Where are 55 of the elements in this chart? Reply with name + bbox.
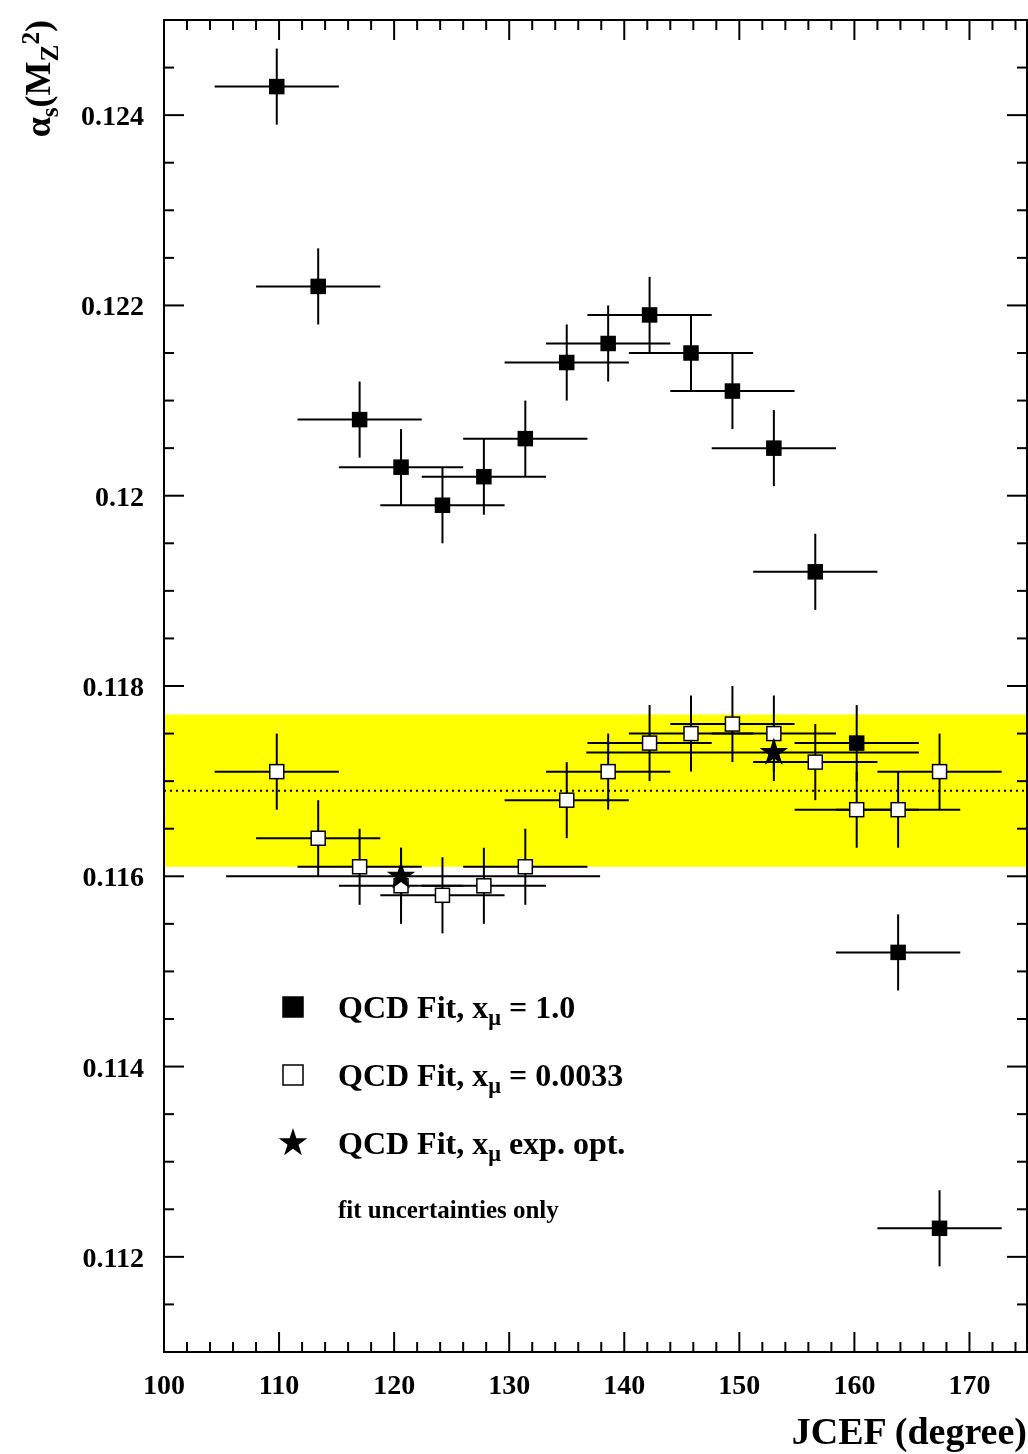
point [890,801,906,818]
x-tick-label: 130 [488,1369,531,1400]
x-tick-label: 150 [718,1369,761,1400]
y-tick-label: 0.112 [82,1241,144,1273]
point [269,763,285,780]
point [517,430,534,447]
point [434,497,451,513]
point [683,345,699,361]
point [393,459,409,475]
point [269,78,285,95]
point [476,878,492,894]
annotation: fit uncertainties only [338,1196,560,1223]
point [641,307,658,323]
point [759,737,789,765]
y-tick-label: 0.118 [82,671,144,702]
point [931,763,948,780]
point [766,440,782,456]
point [807,754,824,770]
x-tick-label: 120 [373,1369,416,1400]
y-tick-label: 0.12 [95,480,144,512]
point [766,725,782,742]
y-tick-label: 0.124 [81,100,144,132]
point [476,468,492,485]
point [600,335,616,352]
point [931,1220,948,1237]
point [600,763,616,780]
x-tick-label: 170 [948,1369,991,1400]
point [434,887,451,904]
point [848,801,865,818]
point [724,383,741,399]
y-tick-label: 0.116 [82,861,144,893]
x-axis-title: JCEF (degree) [791,1410,1027,1453]
point [683,725,699,742]
point [351,859,368,875]
point [558,354,575,371]
point [807,564,824,580]
x-tick-label: 110 [258,1369,300,1400]
y-tick-label: 0.114 [82,1051,144,1083]
point [641,735,658,751]
point [310,830,326,846]
point [848,735,865,751]
point [386,861,416,889]
legend-label: QCD Fit, x$_{μ}$ = 0.0033 [338,1057,624,1098]
legend-label: QCD Fit, x$_{μ}$ exp. opt. [338,1125,626,1166]
x-tick-label: 140 [603,1369,646,1400]
legend-label: QCD Fit, x$_{μ}$ = 1.0 [338,989,576,1030]
x-tick-label: 100 [143,1369,185,1400]
point [724,716,741,732]
point [351,411,368,428]
point [517,859,534,875]
point [890,944,906,961]
point [310,278,326,295]
y-tick-label: 0.122 [81,290,144,322]
point [558,792,575,808]
x-tick-label: 160 [833,1369,876,1400]
